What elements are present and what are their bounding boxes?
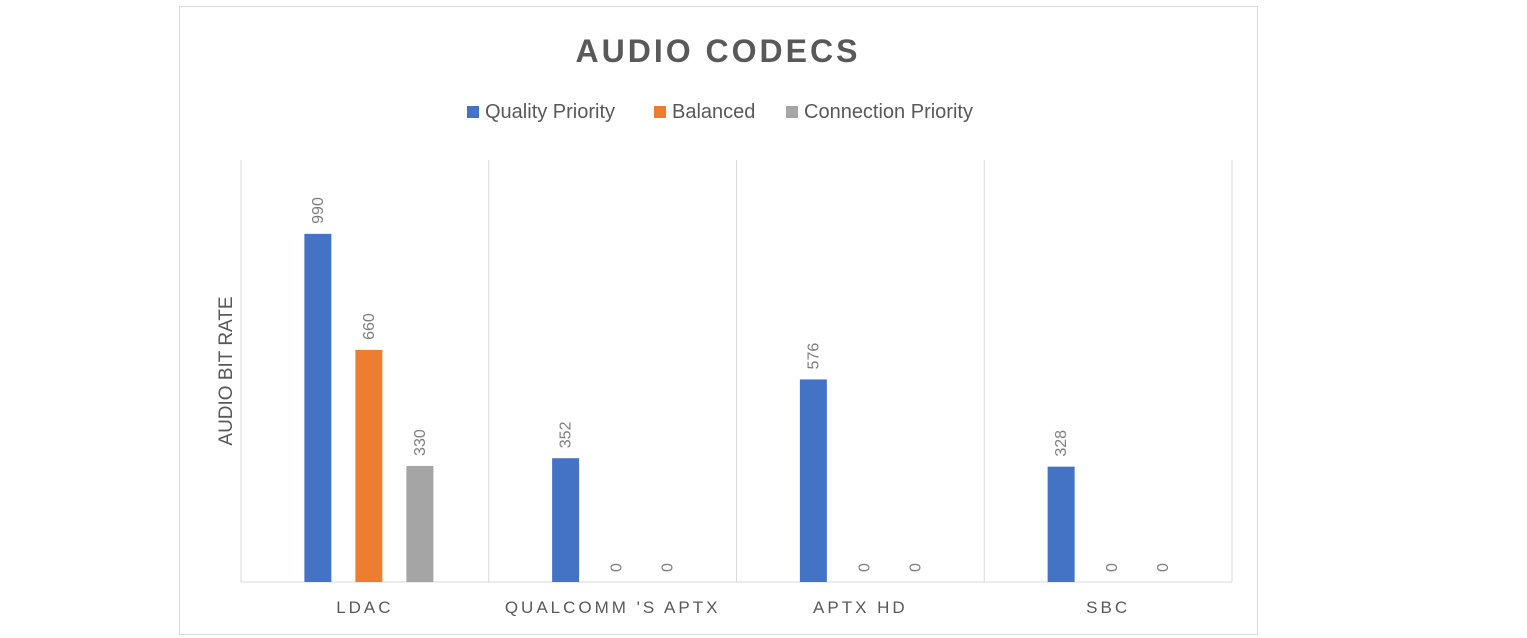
legend-swatch bbox=[786, 106, 798, 118]
data-label: 0 bbox=[1155, 563, 1172, 572]
legend-label: Quality Priority bbox=[485, 101, 615, 123]
data-label: 352 bbox=[558, 421, 575, 448]
data-label: 0 bbox=[660, 563, 677, 572]
bar-quality-priority bbox=[304, 233, 332, 582]
data-label: 0 bbox=[907, 563, 924, 572]
data-label: 0 bbox=[856, 563, 873, 572]
y-axis-label: AUDIO BIT RATE bbox=[216, 296, 237, 445]
legend-label: Connection Priority bbox=[804, 101, 973, 123]
legend-swatch bbox=[467, 106, 479, 118]
data-label: 330 bbox=[412, 429, 429, 456]
bar-quality-priority bbox=[552, 458, 580, 582]
bar-quality-priority bbox=[799, 379, 827, 582]
data-label: 328 bbox=[1053, 430, 1070, 457]
category-label: APTX HD bbox=[813, 598, 908, 617]
data-label: 0 bbox=[1104, 563, 1121, 572]
legend-label: Balanced bbox=[672, 101, 755, 123]
bar-balanced bbox=[355, 349, 383, 582]
data-label: 0 bbox=[609, 563, 626, 572]
category-label: SBC bbox=[1086, 598, 1130, 617]
data-label: 660 bbox=[361, 313, 378, 340]
bar-quality-priority bbox=[1047, 466, 1075, 582]
bar-connection-priority bbox=[406, 465, 434, 582]
legend: Quality Priority Balanced Connection Prior… bbox=[467, 101, 973, 123]
chart-title: AUDIO CODECS bbox=[576, 33, 861, 69]
category-label: QUALCOMM 'S APTX bbox=[505, 598, 721, 617]
legend-swatch bbox=[654, 106, 666, 118]
data-label: 990 bbox=[310, 197, 327, 224]
data-label: 576 bbox=[805, 343, 822, 370]
plot-area: 990 660 330 LDAC 352 0 0 QUALCOMM 'S APTX 576 0 0 A… bbox=[240, 160, 1233, 617]
category-label: LDAC bbox=[336, 598, 393, 617]
